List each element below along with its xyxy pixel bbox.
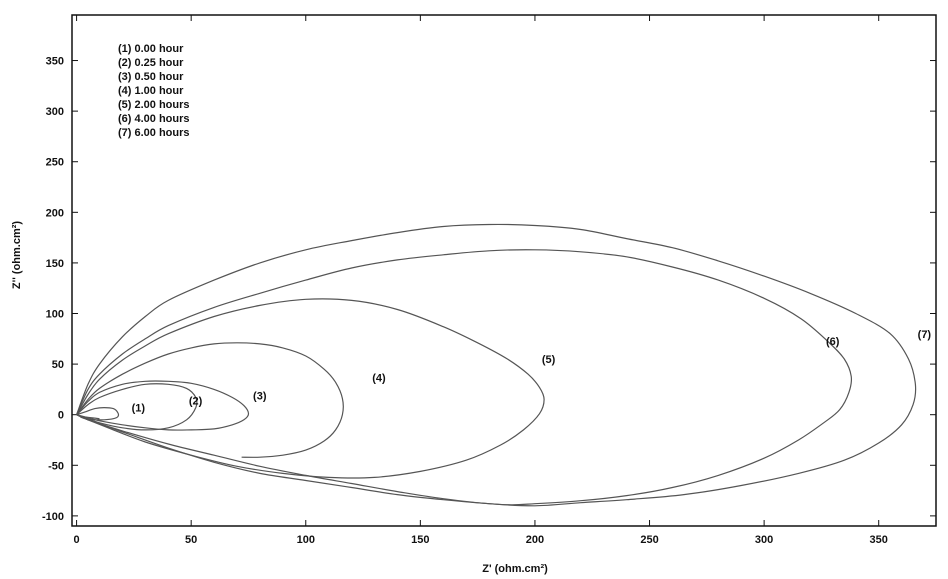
legend-entry-1: (1) 0.00 hour bbox=[118, 43, 184, 55]
curve-labels-group: (1) (2) (3) (4) (5) (6) (7) bbox=[132, 329, 932, 415]
y-tick-label: 200 bbox=[46, 207, 64, 219]
axis-ticks: 0 50 100 150 200 250 300 350 -100 -50 0 50 100 150 200… bbox=[42, 15, 936, 546]
x-tick-label: 150 bbox=[411, 534, 429, 546]
series-curve-4 bbox=[76, 342, 344, 458]
y-tick-label: 350 bbox=[46, 56, 64, 68]
series-curve-2 bbox=[76, 383, 198, 431]
y-tick-label: 300 bbox=[46, 106, 64, 118]
y-tick-label: 50 bbox=[52, 359, 64, 371]
curve-label-2: (2) bbox=[189, 396, 203, 408]
curve-label-7: (7) bbox=[918, 329, 932, 341]
x-axis-title: Z' (ohm.cm²) bbox=[482, 563, 548, 575]
series-curve-5 bbox=[76, 298, 545, 479]
y-tick-label: 150 bbox=[46, 258, 64, 270]
legend-entry-6: (6) 4.00 hours bbox=[118, 113, 190, 125]
x-tick-label: 0 bbox=[74, 534, 80, 546]
x-tick-label: 250 bbox=[640, 534, 658, 546]
curve-label-5: (5) bbox=[542, 354, 556, 366]
curves-group bbox=[76, 223, 917, 507]
series-curve-6 bbox=[76, 249, 853, 506]
legend: (1) 0.00 hour (2) 0.25 hour (3) 0.50 hour (… bbox=[118, 43, 190, 139]
y-tick-label: 100 bbox=[46, 309, 64, 321]
series-curve-3 bbox=[76, 380, 250, 431]
x-tick-label: 50 bbox=[185, 534, 197, 546]
y-tick-label: -50 bbox=[48, 460, 64, 472]
legend-entry-3: (3) 0.50 hour bbox=[118, 71, 184, 83]
x-tick-label: 100 bbox=[297, 534, 315, 546]
x-tick-label: 300 bbox=[755, 534, 773, 546]
y-tick-label: -100 bbox=[42, 511, 64, 523]
legend-entry-2: (2) 0.25 hour bbox=[118, 57, 184, 69]
curve-label-4: (4) bbox=[372, 372, 386, 384]
legend-entry-7: (7) 6.00 hours bbox=[118, 127, 190, 139]
curve-label-6: (6) bbox=[826, 336, 840, 348]
curve-label-3: (3) bbox=[253, 391, 267, 403]
legend-entry-4: (4) 1.00 hour bbox=[118, 85, 184, 97]
y-axis-title: Z'' (ohm.cm²) bbox=[11, 221, 23, 290]
y-tick-label: 0 bbox=[58, 410, 64, 422]
x-tick-label: 350 bbox=[870, 534, 888, 546]
plot-frame bbox=[71, 14, 937, 527]
curve-label-1: (1) bbox=[132, 403, 146, 415]
x-tick-label: 200 bbox=[526, 534, 544, 546]
series-curve-7 bbox=[76, 223, 917, 507]
y-tick-label: 250 bbox=[46, 157, 64, 169]
legend-entry-5: (5) 2.00 hours bbox=[118, 99, 190, 111]
